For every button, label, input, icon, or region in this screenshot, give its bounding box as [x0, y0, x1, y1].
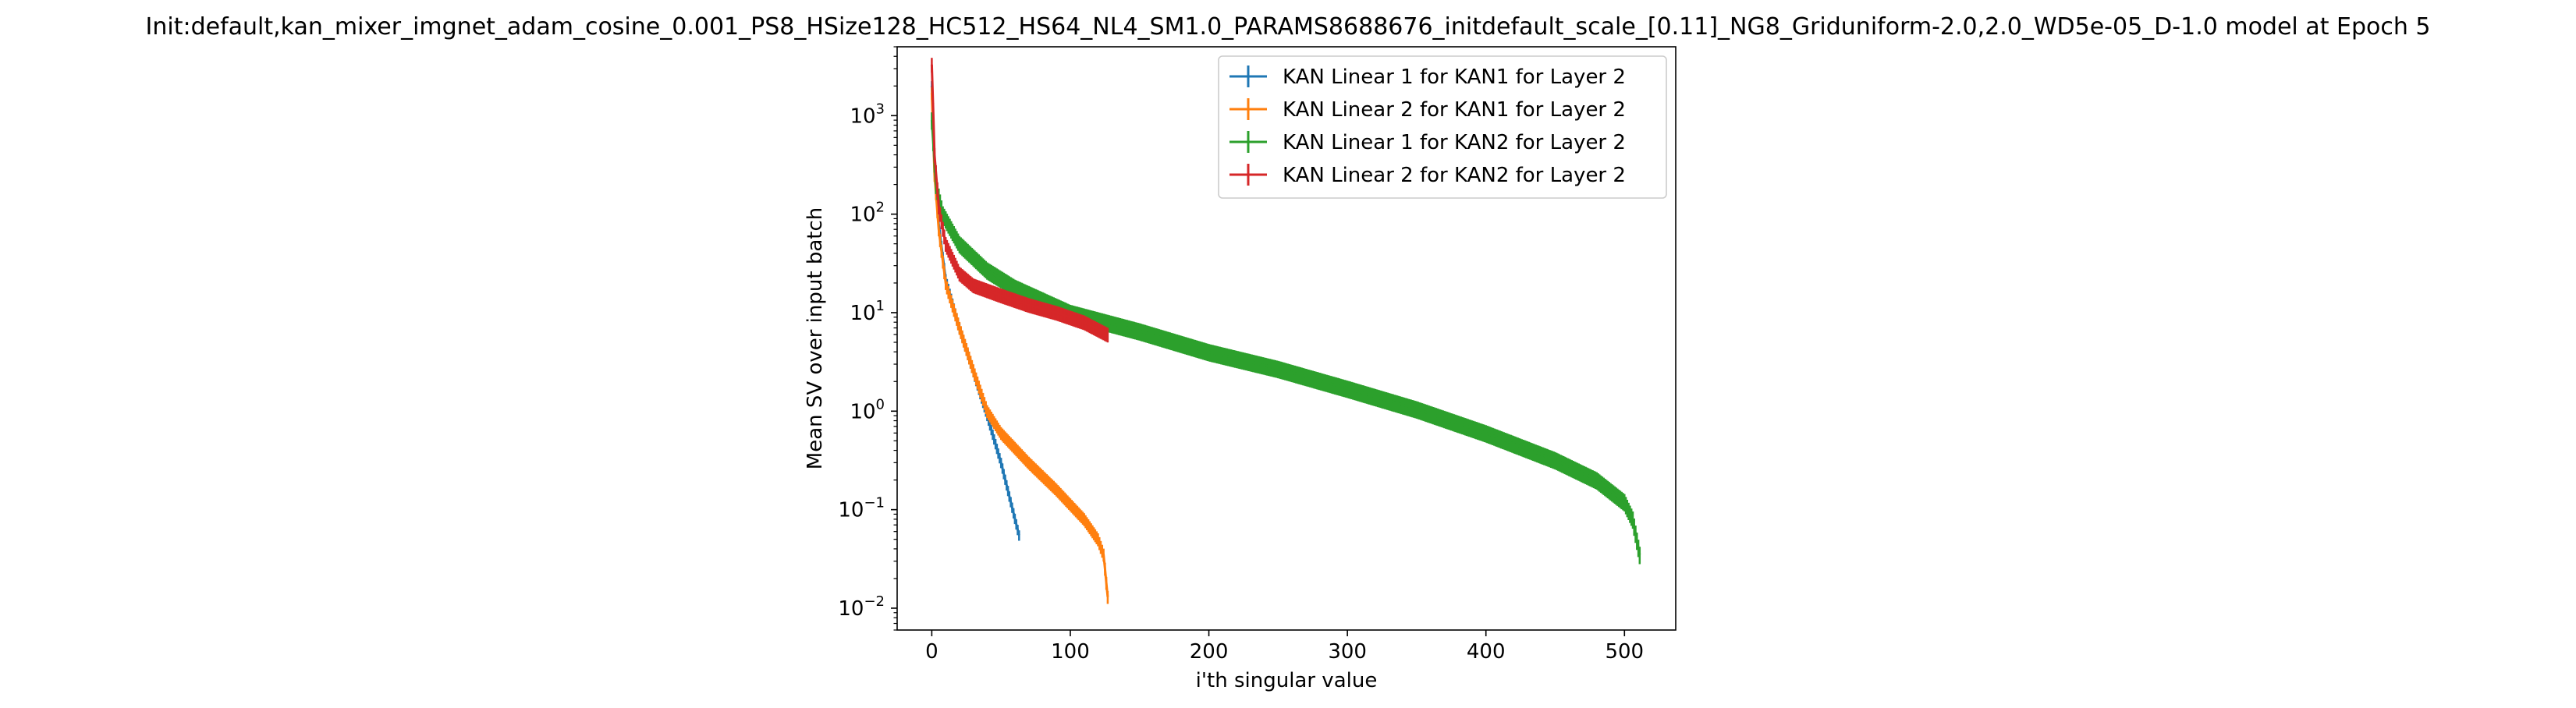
legend-label: KAN Linear 2 for KAN2 for Layer 2: [1283, 164, 1626, 187]
legend: KAN Linear 1 for KAN1 for Layer 2 KAN Lin…: [1218, 55, 1667, 199]
y-tick-label: 103: [850, 101, 885, 128]
x-axis-label: i'th singular value: [1196, 669, 1378, 692]
x-tick-label: 200: [1190, 640, 1229, 664]
x-tick-label: 300: [1328, 640, 1367, 664]
series-line: [930, 64, 1109, 336]
legend-item-2: KAN Linear 2 for KAN1 for Layer 2: [1229, 98, 1626, 122]
legend-label: KAN Linear 1 for KAN1 for Layer 2: [1283, 65, 1626, 89]
y-tick-label: 102: [850, 200, 885, 227]
y-tick-label: 100: [850, 396, 885, 423]
y-tick-label: 101: [850, 298, 885, 325]
x-axis: 0 100 200 300 400 500: [925, 630, 1644, 664]
x-tick-label: 400: [1467, 640, 1506, 664]
legend-item-1: KAN Linear 1 for KAN1 for Layer 2: [1229, 65, 1626, 89]
x-tick-label: 0: [925, 640, 939, 664]
y-tick-label: 10−1: [838, 495, 885, 522]
legend-label: KAN Linear 1 for KAN2 for Layer 2: [1283, 131, 1626, 154]
legend-item-4: KAN Linear 2 for KAN2 for Layer 2: [1229, 164, 1626, 187]
series-1: [930, 81, 1020, 541]
y-axis-label: Mean SV over input batch: [804, 207, 827, 469]
legend-label: KAN Linear 2 for KAN1 for Layer 2: [1283, 98, 1626, 122]
y-tick-label: 10−2: [838, 593, 885, 621]
series-2: [930, 87, 1109, 604]
plot-frame: [896, 46, 1677, 631]
x-tick-label: 500: [1605, 640, 1644, 664]
legend-item-3: KAN Linear 1 for KAN2 for Layer 2: [1229, 131, 1626, 154]
chart-title: Init:default,kan_mixer_imgnet_adam_cosin…: [146, 13, 2431, 41]
series-line: [930, 86, 1020, 536]
series-line: [930, 120, 1641, 555]
legend-box: [1218, 55, 1667, 199]
plot-marks: [930, 58, 1641, 604]
y-axis: 10−2 10−1 100 101 102 103: [838, 46, 897, 631]
series-4: [930, 58, 1109, 343]
series-line: [930, 93, 1109, 597]
x-tick-label: 100: [1051, 640, 1090, 664]
